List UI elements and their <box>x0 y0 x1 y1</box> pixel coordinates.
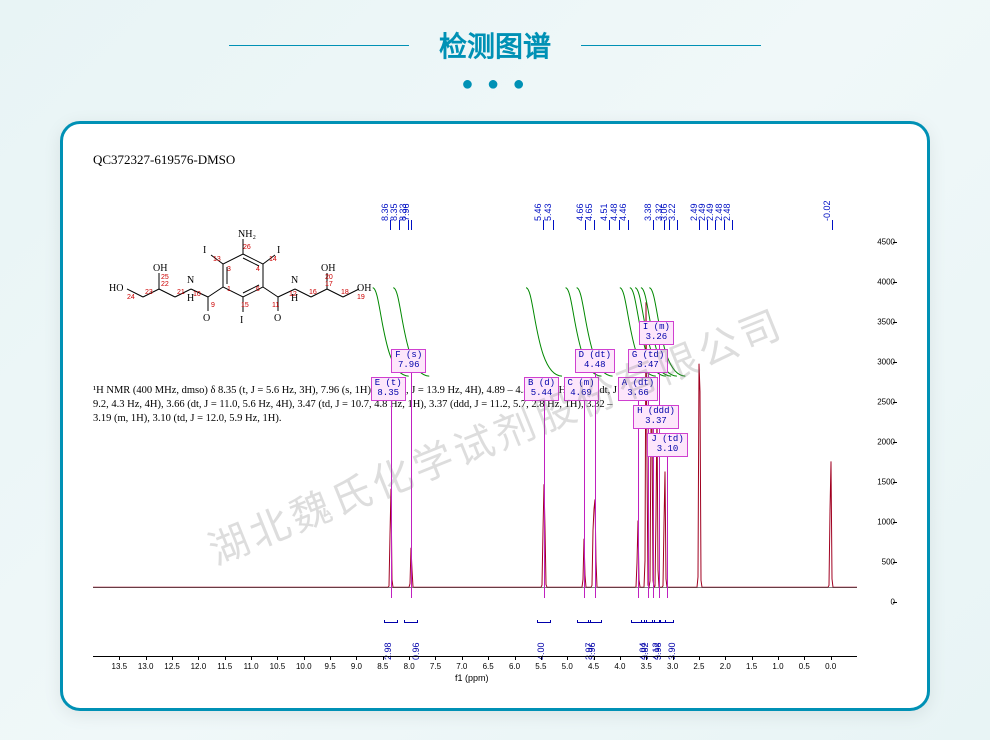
integral-value: 2.98 <box>383 642 393 660</box>
spectrum-frame: QC372327-619576-DMSO 湖北魏氏化学试剂股份有限公司 <box>60 121 930 711</box>
x-tick-label: 8.0 <box>404 662 415 671</box>
x-axis-title: f1 (ppm) <box>455 673 489 683</box>
title-dots: ● ● ● <box>0 73 990 96</box>
x-tick-label: 12.0 <box>191 662 207 671</box>
integral-value: 3.96 <box>587 642 597 660</box>
peak-label: 3.38 <box>643 203 653 221</box>
peak-label: 4.65 <box>584 203 594 221</box>
x-tick-label: 1.5 <box>746 662 757 671</box>
page-header: 检测图谱 ● ● ● <box>0 0 990 96</box>
integral-value: 4.12 <box>651 642 661 660</box>
spectrum-trace <box>93 234 857 618</box>
x-tick-label: 1.0 <box>772 662 783 671</box>
integral-value: 0.96 <box>411 642 421 660</box>
x-tick-label: 0.0 <box>825 662 836 671</box>
peak-label: 4.51 <box>599 203 609 221</box>
x-tick-label: 11.5 <box>217 662 232 671</box>
x-tick-label: 2.5 <box>693 662 704 671</box>
x-tick-label: 12.5 <box>164 662 180 671</box>
x-tick-label: 10.5 <box>270 662 286 671</box>
x-tick-label: 6.5 <box>483 662 494 671</box>
x-tick-label: 7.0 <box>456 662 467 671</box>
x-tick-label: 8.5 <box>377 662 388 671</box>
x-tick-label: 11.0 <box>244 662 259 671</box>
x-tick-label: 13.0 <box>138 662 154 671</box>
page-title: 检测图谱 <box>439 25 551 65</box>
assignment-box: C (m)4.69 <box>564 377 599 401</box>
peak-label: 4.46 <box>618 203 628 221</box>
assignment-box: H (ddd)3.37 <box>633 405 679 429</box>
x-tick-label: 6.0 <box>509 662 520 671</box>
x-tick-label: 10.0 <box>296 662 312 671</box>
assignment-box: F (s)7.96 <box>391 349 426 373</box>
peak-label: 7.96 <box>401 203 411 221</box>
x-tick-label: 9.0 <box>351 662 362 671</box>
x-tick-label: 0.5 <box>799 662 810 671</box>
x-tick-label: 4.0 <box>614 662 625 671</box>
assignment-box: I (m)3.26 <box>639 321 674 345</box>
peak-label: 5.46 <box>533 203 543 221</box>
peak-label-row: 8.368.358.337.965.465.434.664.654.514.48… <box>93 174 897 229</box>
x-tick-label: 9.5 <box>325 662 336 671</box>
x-tick-label: 3.5 <box>641 662 652 671</box>
assignment-box: B (d)5.44 <box>524 377 559 401</box>
assignment-box: A (dt)3.66 <box>618 377 658 401</box>
integral-value: 3.82 <box>640 642 650 660</box>
x-tick-label: 5.5 <box>535 662 546 671</box>
assignment-box: J (td)3.10 <box>647 433 687 457</box>
peak-label: 3.06 <box>659 203 669 221</box>
peak-label: 5.43 <box>543 203 553 221</box>
x-tick-label: 4.5 <box>588 662 599 671</box>
x-tick-label: 3.0 <box>667 662 678 671</box>
assignment-box: D (dt)4.48 <box>575 349 615 373</box>
nmr-plot: 湖北魏氏化学试剂股份有限公司 <box>93 179 897 688</box>
peak-label: 2.48 <box>722 203 732 221</box>
assignment-box: G (td)3.47 <box>628 349 668 373</box>
x-tick-label: 7.5 <box>430 662 441 671</box>
assignment-box: E (t)8.35 <box>371 377 406 401</box>
x-tick-label: 5.0 <box>562 662 573 671</box>
sample-id: QC372327-619576-DMSO <box>93 152 897 168</box>
x-tick-label: 13.5 <box>112 662 128 671</box>
peak-label: -0.02 <box>822 200 832 221</box>
x-tick-label: 2.0 <box>720 662 731 671</box>
